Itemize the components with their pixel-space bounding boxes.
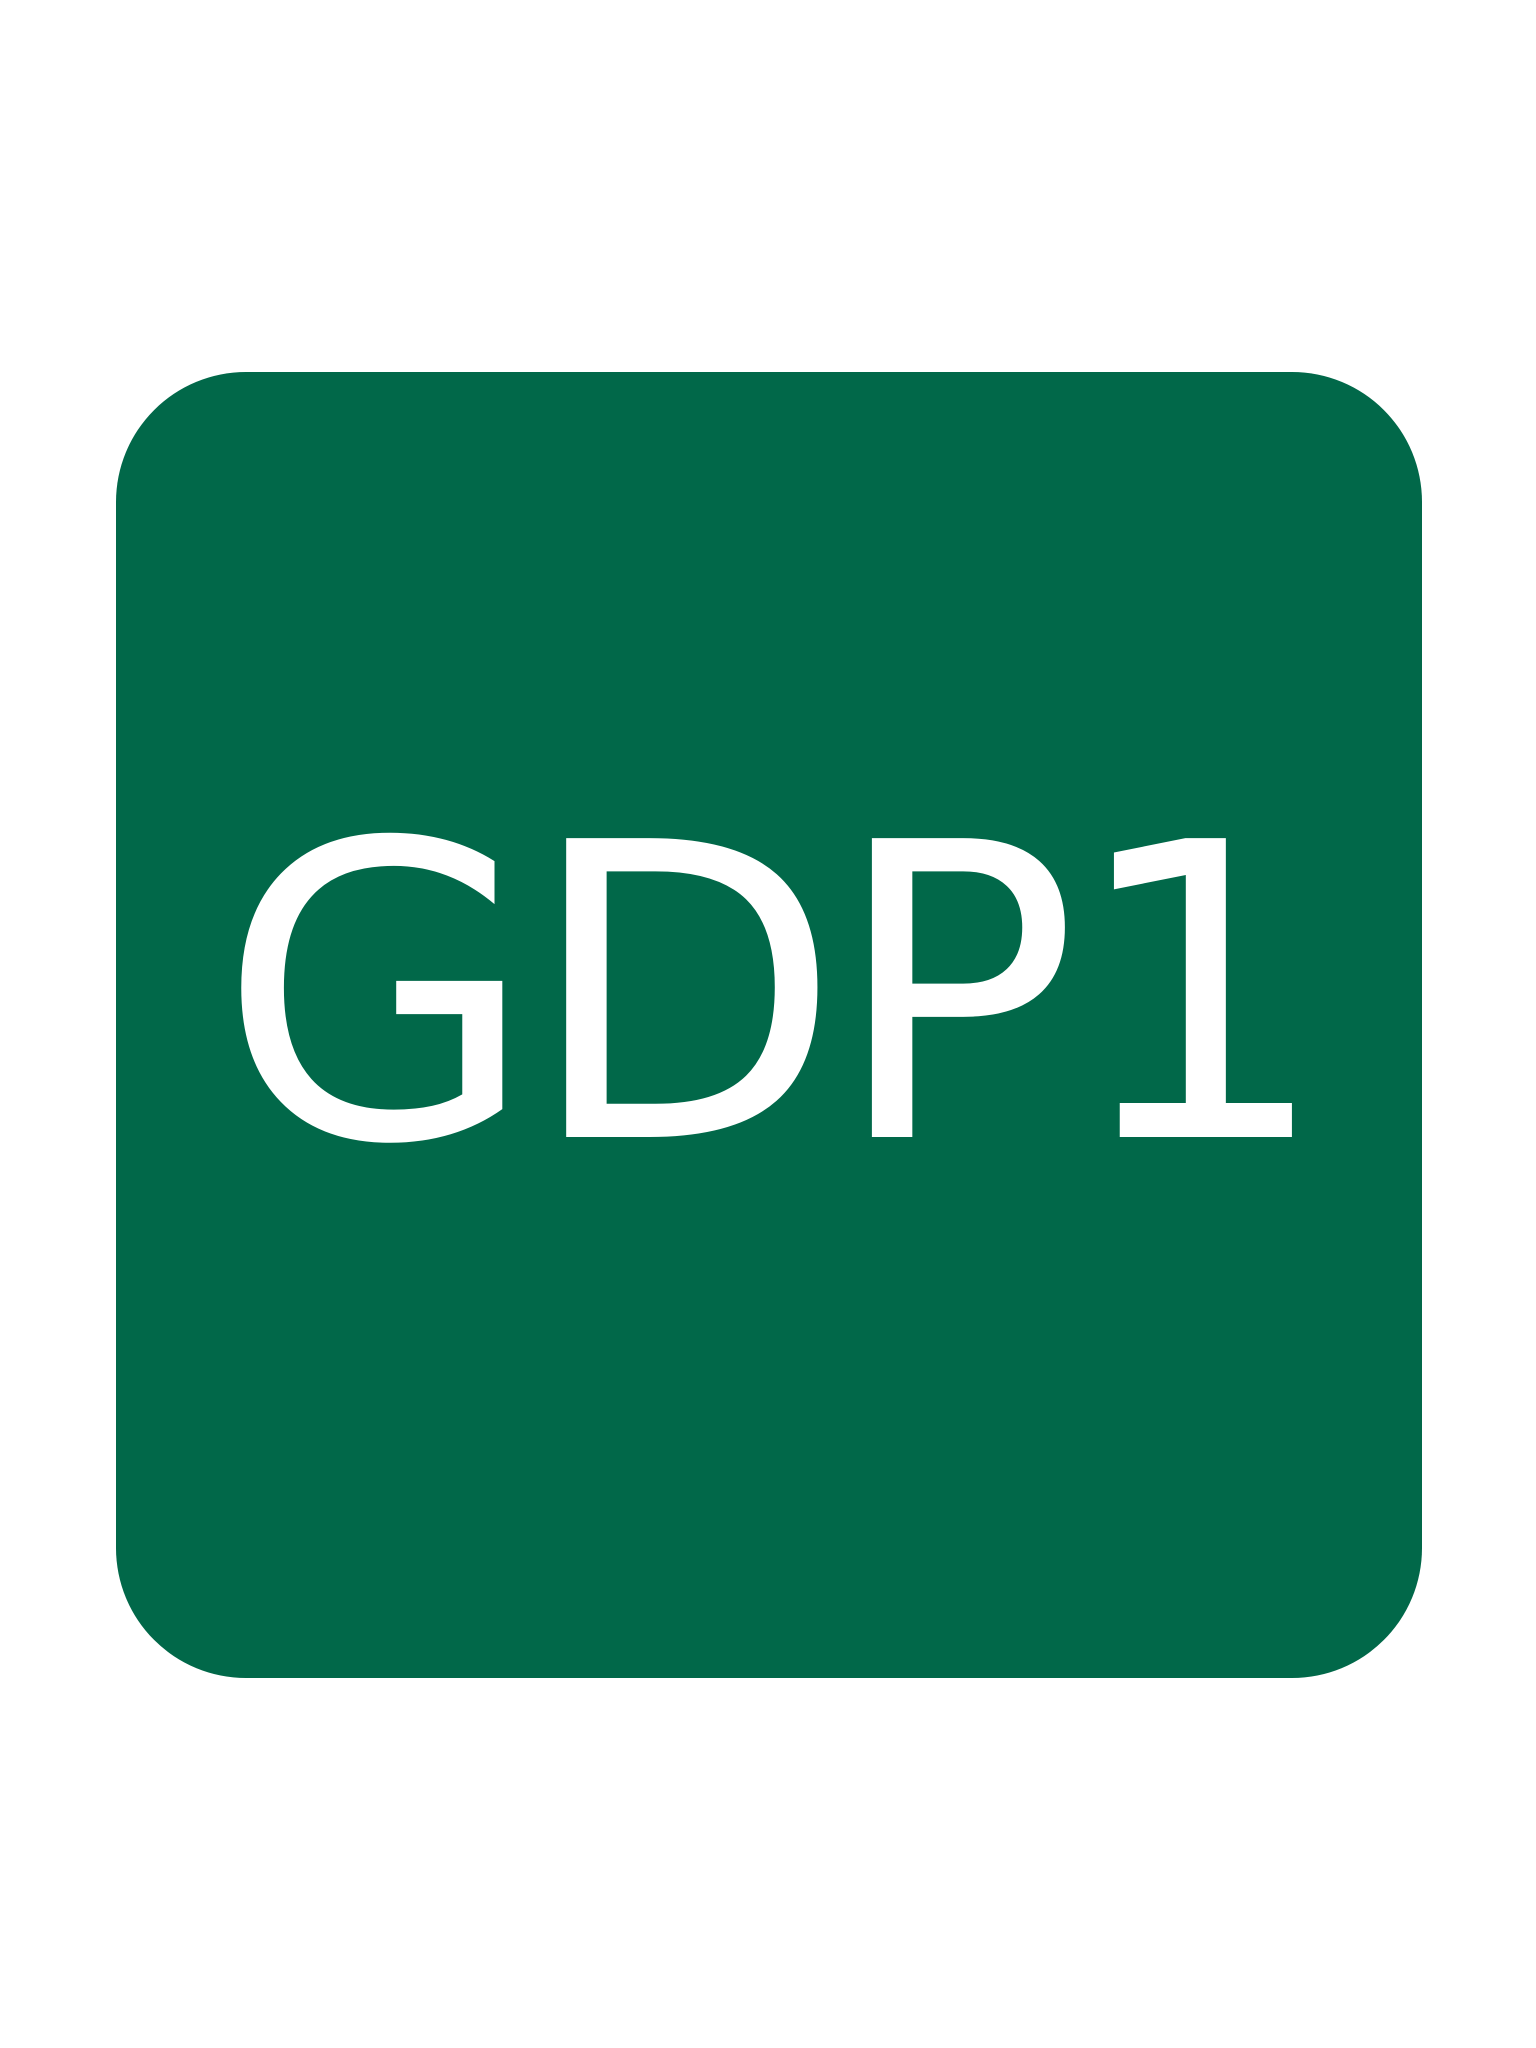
gdp1-badge: GDP1 xyxy=(116,372,1422,1678)
badge-label: GDP1 xyxy=(218,756,1330,1234)
